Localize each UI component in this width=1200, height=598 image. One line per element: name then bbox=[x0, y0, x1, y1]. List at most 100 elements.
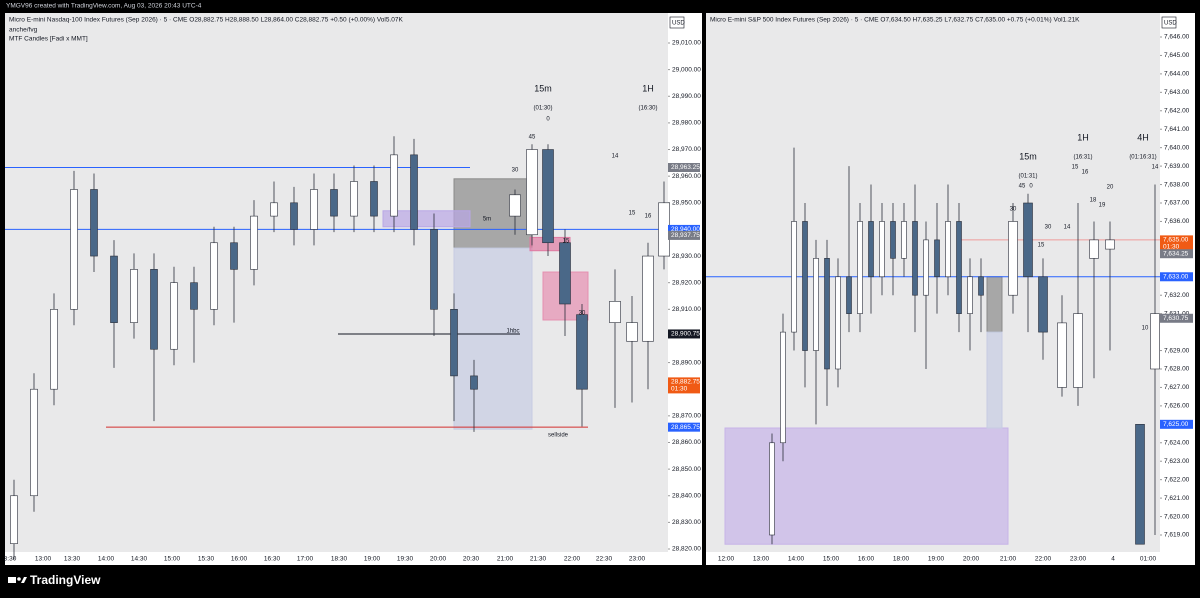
caption: YMGV96 created with TradingView.com, Aug… bbox=[6, 3, 202, 10]
chart-panel: Micro E-mini Nasdaq-100 Index Futures (S… bbox=[4, 13, 702, 565]
price-tick-label: 28,970.00 bbox=[672, 146, 701, 153]
htf-candle-body bbox=[609, 301, 621, 323]
price-tick-label: 28,840.00 bbox=[672, 492, 701, 499]
time-tick-label: 19:30 bbox=[397, 556, 414, 563]
candle-body bbox=[868, 221, 874, 278]
candle-body bbox=[956, 221, 962, 314]
time-tick-label: 22:00 bbox=[564, 556, 581, 563]
time-tick-label: 20:00 bbox=[430, 556, 447, 563]
price-tick-label: 7,622.00 bbox=[1164, 476, 1190, 483]
price-tick-label: 28,930.00 bbox=[672, 253, 701, 260]
indicator-label: MTF Candles [Fadi x MMT] bbox=[9, 36, 88, 43]
annotation: 45 bbox=[529, 135, 536, 141]
currency: USD bbox=[672, 21, 685, 27]
annotation: (01:30) bbox=[533, 106, 552, 112]
time-tick-label: 21:00 bbox=[1000, 556, 1017, 563]
price-badge-label: 28,940.00 bbox=[671, 226, 700, 233]
price-tick-label: 28,920.00 bbox=[672, 279, 701, 286]
price-badge-label: 28,937.75 bbox=[671, 232, 700, 239]
indicator-label: anche/fvg bbox=[9, 27, 38, 34]
candle-body bbox=[370, 181, 378, 217]
price-badge-label: 7,630.75 bbox=[1163, 315, 1189, 322]
annotation: (16:31) bbox=[1073, 155, 1092, 161]
price-badge bbox=[1160, 313, 1193, 323]
candle-body bbox=[813, 258, 819, 351]
price-badge bbox=[668, 422, 700, 432]
time-tick-label: 20:00 bbox=[963, 556, 980, 563]
annotation: 30 bbox=[1010, 207, 1017, 213]
price-axis bbox=[668, 13, 702, 565]
time-tick-label: 15:30 bbox=[198, 556, 215, 563]
symbol-title: Micro E-mini Nasdaq-100 Index Futures (S… bbox=[9, 17, 404, 24]
htf-candle-body bbox=[1073, 313, 1083, 388]
htf-candle-body bbox=[1038, 276, 1048, 333]
candle-body bbox=[912, 221, 918, 296]
candle-body bbox=[50, 309, 58, 390]
price-badge-label: 28,865.75 bbox=[671, 424, 700, 431]
price-badge bbox=[1160, 419, 1193, 429]
annotation: 1H bbox=[642, 83, 654, 93]
candle-body bbox=[835, 276, 841, 370]
annotation: 1hbc bbox=[506, 329, 519, 335]
htf-candle-body bbox=[1135, 424, 1145, 545]
price-tick-label: 7,640.00 bbox=[1164, 144, 1190, 151]
price-badge bbox=[668, 163, 700, 173]
price-badge-label: 7,625.00 bbox=[1163, 421, 1189, 428]
htf-candle-body bbox=[1105, 239, 1115, 250]
price-badge bbox=[1160, 272, 1193, 282]
price-tick-label: 28,960.00 bbox=[672, 173, 701, 180]
candle-body bbox=[270, 202, 278, 217]
price-badge bbox=[668, 329, 700, 339]
htf-candle-body bbox=[1150, 313, 1160, 370]
price-tick-label: 28,980.00 bbox=[672, 120, 701, 127]
annotation: (16:30) bbox=[638, 106, 657, 112]
candle-body bbox=[769, 442, 775, 536]
price-tick-label: 7,629.00 bbox=[1164, 347, 1190, 354]
symbol-title: Micro E-mini S&P 500 Index Futures (Sep … bbox=[710, 17, 1080, 24]
candle-body bbox=[330, 189, 338, 217]
time-tick-label: 22:30 bbox=[596, 556, 613, 563]
price-tick-label: 28,910.00 bbox=[672, 306, 701, 313]
time-tick-label: 18:30 bbox=[331, 556, 348, 563]
time-tick-label: 19:00 bbox=[928, 556, 945, 563]
candle-body bbox=[978, 276, 984, 296]
price-badge-label: 7,633.00 bbox=[1163, 273, 1189, 280]
time-tick-label: 14:30 bbox=[131, 556, 148, 563]
time-tick-label: 19:00 bbox=[364, 556, 381, 563]
candle-body bbox=[250, 215, 258, 270]
price-tick-label: 7,621.00 bbox=[1164, 495, 1190, 502]
candle-body bbox=[70, 189, 78, 310]
candle-body bbox=[110, 255, 118, 323]
candle-body bbox=[350, 181, 358, 217]
htf-candle-body bbox=[559, 242, 571, 305]
time-tick-label: 16:00 bbox=[231, 556, 248, 563]
annotation: 30 bbox=[579, 311, 586, 317]
price-tick-label: 29,000.00 bbox=[672, 66, 701, 73]
price-badge-timer: 01:30 bbox=[671, 386, 688, 393]
time-axis bbox=[5, 552, 668, 565]
annotation: 15 bbox=[629, 211, 636, 217]
annotation: 4H bbox=[1137, 132, 1149, 142]
time-tick-label: 14:00 bbox=[98, 556, 115, 563]
price-badge bbox=[668, 224, 700, 234]
annotation: 15 bbox=[1072, 165, 1079, 171]
candle-body bbox=[857, 221, 863, 314]
time-tick-label: 15:00 bbox=[164, 556, 181, 563]
brand: TradingView bbox=[30, 573, 101, 587]
time-tick-label: 13:00 bbox=[753, 556, 770, 563]
zone bbox=[453, 247, 533, 430]
time-tick-label: 3:30 bbox=[4, 556, 17, 563]
logo bbox=[8, 577, 27, 583]
candle-body bbox=[150, 269, 158, 350]
candle-body bbox=[430, 229, 438, 310]
price-tick-label: 28,830.00 bbox=[672, 519, 701, 526]
time-tick-label: 21:30 bbox=[530, 556, 547, 563]
candle-body bbox=[934, 239, 940, 278]
candle-body bbox=[130, 269, 138, 323]
annotation: 10 bbox=[1142, 326, 1149, 332]
price-tick-label: 7,644.00 bbox=[1164, 71, 1190, 78]
price-badge-label: 28,882.75 bbox=[671, 379, 700, 386]
price-tick-label: 28,860.00 bbox=[672, 439, 701, 446]
